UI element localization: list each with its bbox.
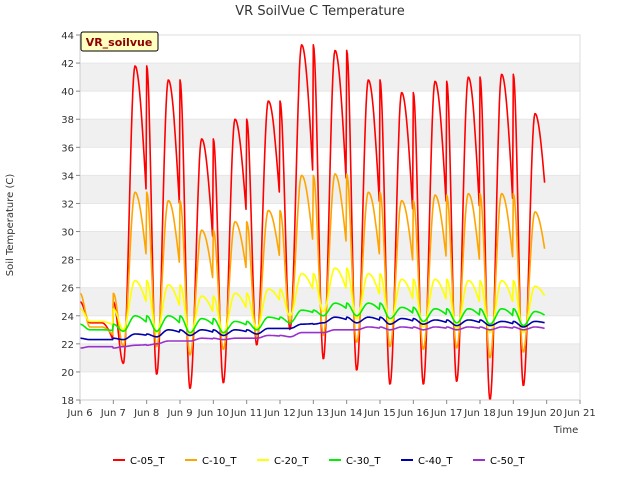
y-tick-label: 30 bbox=[61, 228, 74, 239]
chart-title: VR SoilVue C Temperature bbox=[235, 4, 404, 19]
series-lines bbox=[79, 43, 546, 401]
y-tick-label: 28 bbox=[61, 256, 74, 267]
y-tick-label: 24 bbox=[61, 312, 74, 323]
legend: C-05_T C-10_T C-20_T C-30_T C-40_T C-50_T bbox=[113, 456, 525, 467]
x-tick-label: Jun 7 bbox=[100, 408, 126, 419]
y-tick-label: 34 bbox=[61, 171, 74, 182]
y-tick-label: 22 bbox=[61, 340, 74, 351]
x-tick-label: Jun 19 bbox=[497, 408, 530, 419]
x-tick-label: Jun 11 bbox=[230, 408, 263, 419]
series-line-C-30_T bbox=[79, 302, 545, 334]
x-axis: Jun 6 Jun 7 Jun 8 Jun 9 Jun 10 Jun 11 Jun 12 Ju… bbox=[66, 399, 596, 419]
grid-band bbox=[80, 63, 580, 92]
x-tick-label: Jun 8 bbox=[133, 408, 159, 419]
x-tick-label: Jun 20 bbox=[530, 408, 563, 419]
series-line-C-40_T bbox=[79, 316, 545, 341]
site-label-badge: VR_soilvue bbox=[80, 31, 159, 52]
x-tick-label: Jun 21 bbox=[563, 408, 596, 419]
y-tick-label: 26 bbox=[61, 284, 74, 295]
site-label-text: VR_soilvue bbox=[86, 36, 153, 49]
x-axis-label: Time bbox=[553, 425, 578, 436]
y-axis-label: Soil Temperature (C) bbox=[5, 174, 16, 277]
y-tick-label: 18 bbox=[61, 396, 74, 407]
y-tick-label: 20 bbox=[61, 368, 74, 379]
x-tick-label: Jun 12 bbox=[263, 408, 296, 419]
y-tick-label: 42 bbox=[61, 59, 74, 70]
grid-band bbox=[80, 343, 580, 372]
y-tick-label: 44 bbox=[61, 31, 74, 42]
y-tick-label: 40 bbox=[61, 87, 74, 98]
legend-label-C-10_T: C-10_T bbox=[202, 456, 237, 467]
legend-label-C-20_T: C-20_T bbox=[274, 456, 309, 467]
x-tick-label: Jun 13 bbox=[297, 408, 330, 419]
y-tick-label: 36 bbox=[61, 143, 74, 154]
x-tick-label: Jun 18 bbox=[463, 408, 496, 419]
y-tick-label: 32 bbox=[61, 199, 74, 210]
x-tick-label: Jun 16 bbox=[397, 408, 430, 419]
x-tick-label: Jun 17 bbox=[430, 408, 463, 419]
legend-label-C-40_T: C-40_T bbox=[418, 456, 453, 467]
grid-band bbox=[80, 287, 580, 316]
legend-label-C-05_T: C-05_T bbox=[130, 456, 165, 467]
legend-label-C-50_T: C-50_T bbox=[490, 456, 525, 467]
series-line-C-50_T bbox=[79, 326, 545, 349]
x-tick-label: Jun 6 bbox=[66, 408, 92, 419]
series-line-C-05_T bbox=[79, 43, 546, 401]
site-label-box bbox=[80, 31, 159, 52]
y-tick-label: 38 bbox=[61, 115, 74, 126]
series-line-C-20_T bbox=[79, 267, 546, 337]
x-tick-label: Jun 9 bbox=[166, 408, 192, 419]
x-tick-label: Jun 15 bbox=[363, 408, 396, 419]
x-tick-label: Jun 10 bbox=[197, 408, 230, 419]
x-tick-label: Jun 14 bbox=[330, 408, 363, 419]
series-line-C-10_T bbox=[79, 173, 546, 359]
y-axis: 18 20 22 24 26 28 30 32 34 36 38 40 42 44 bbox=[61, 31, 81, 407]
legend-label-C-30_T: C-30_T bbox=[346, 456, 381, 467]
